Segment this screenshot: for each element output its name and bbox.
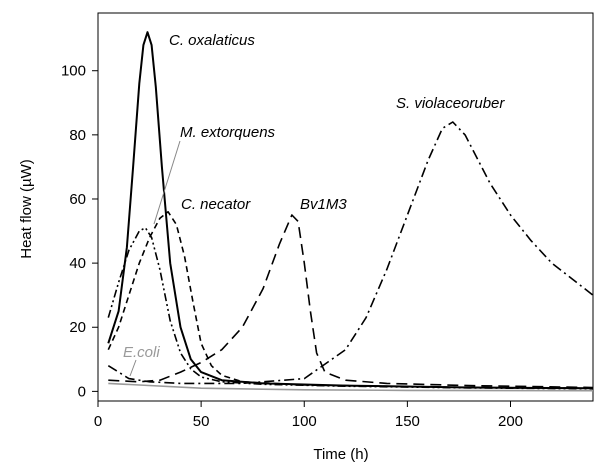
- y-tick-label: 60: [69, 191, 86, 208]
- x-tick-label: 200: [498, 413, 523, 430]
- y-tick-label: 0: [78, 383, 86, 400]
- series-line-c-oxalaticus: [107, 31, 594, 390]
- x-tick-label: 150: [395, 413, 420, 430]
- series-label-bv1m3: Bv1M3: [300, 196, 347, 213]
- x-axis-title: Time (h): [313, 446, 368, 463]
- series-line-c-necator: [107, 211, 594, 389]
- series-label-c-necator: C. necator: [181, 196, 251, 213]
- y-tick-label: 80: [69, 127, 86, 144]
- e-coli-pointer: [129, 359, 137, 377]
- x-tick-label: 100: [292, 413, 317, 430]
- m-extorquens-pointer: [153, 140, 181, 225]
- x-tick-label: 50: [193, 413, 210, 430]
- series-labels: C. oxalaticus M. extorquens C. necator B…: [123, 32, 505, 377]
- series-line-bv1m3: [108, 214, 594, 389]
- series-lines: [107, 31, 594, 392]
- plot-frame: [97, 12, 594, 402]
- series-line-e-coli: [108, 382, 594, 392]
- y-axis-title: Heat flow (µW): [18, 159, 35, 259]
- series-line-m-extorquens: [107, 227, 594, 390]
- series-label-c-oxalaticus: C. oxalaticus: [169, 32, 255, 49]
- x-tick-label: 0: [94, 413, 102, 430]
- y-tick-label: 20: [69, 319, 86, 336]
- series-line-s-violaceoruber: [107, 121, 594, 385]
- series-label-e-coli: E.coli: [123, 344, 160, 361]
- y-tick-label: 100: [61, 63, 86, 80]
- series-label-s-violaceoruber: S. violaceoruber: [396, 95, 505, 112]
- axis-ticks: 0 50 100 150 200 0 20 40 60 80 100: [61, 63, 523, 430]
- series-label-m-extorquens: M. extorquens: [180, 124, 276, 141]
- y-tick-label: 40: [69, 255, 86, 272]
